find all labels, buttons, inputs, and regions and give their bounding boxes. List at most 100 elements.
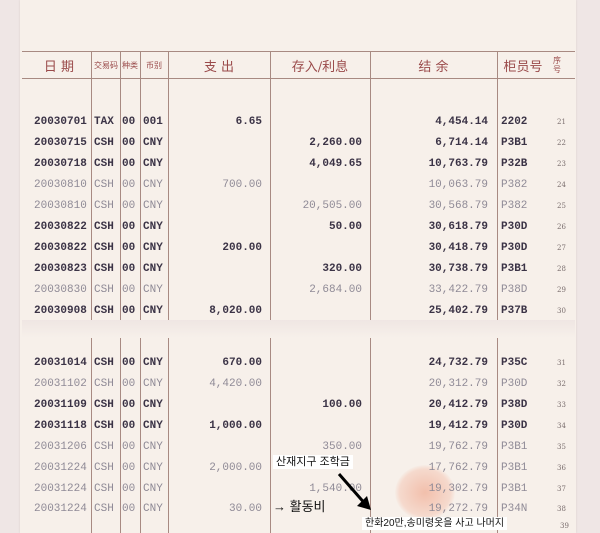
row-debit: 2,000.00 <box>209 462 262 474</box>
row-currency: CNY <box>143 263 163 275</box>
row-debit: 6.65 <box>235 116 262 128</box>
row-type: 00 <box>122 116 136 128</box>
bank-stamp <box>395 465 455 520</box>
row-date: 20030810 <box>34 179 87 191</box>
row-code: CSH <box>94 503 114 515</box>
row-seq: 32 <box>557 380 566 388</box>
row-seq: 38 <box>557 505 566 513</box>
row-seq: 31 <box>557 359 566 367</box>
row-balance: 19,272.79 <box>428 503 488 515</box>
table-row: 20030810 CSH 00 CNY 700.00 10,063.79 P382 <box>0 178 600 192</box>
row-teller: P30D <box>501 242 528 254</box>
row-date: 20030715 <box>34 137 87 149</box>
row-code: CSH <box>94 357 114 369</box>
row-balance: 6,714.14 <box>435 137 488 149</box>
table-row: 20030822 CSH 00 CNY 200.00 30,418.79 P30D <box>0 241 600 255</box>
row-type: 00 <box>122 305 136 317</box>
row-seq: 28 <box>557 265 566 273</box>
row-debit: 670.00 <box>222 357 262 369</box>
row-debit: 700.00 <box>222 179 262 191</box>
table-row: 20031206 CSH 00 CNY 350.00 19,762.79 P3B1 <box>0 440 600 454</box>
row-balance: 30,568.79 <box>428 200 488 212</box>
row-teller: P35C <box>501 357 528 369</box>
row-code: CSH <box>94 399 114 411</box>
row-currency: 001 <box>143 116 163 128</box>
row-date: 20030810 <box>34 200 87 212</box>
row-teller: P32B <box>501 158 528 170</box>
row-teller: P3B1 <box>501 137 528 149</box>
row-date: 20031109 <box>34 399 87 411</box>
row-currency: CNY <box>143 305 163 317</box>
row-currency: CNY <box>143 399 163 411</box>
row-date: 20031206 <box>34 441 87 453</box>
row-date: 20031224 <box>34 462 87 474</box>
row-seq: 30 <box>557 307 566 315</box>
row-type: 00 <box>122 441 136 453</box>
annotation-remainder: 한화20만,송미령옷을 사고 나머지 <box>362 517 508 530</box>
row-debit: 4,420.00 <box>209 378 262 390</box>
row-seq: 34 <box>557 422 566 430</box>
row-date: 20030823 <box>34 263 87 275</box>
column-divider <box>370 51 371 533</box>
table-row: 20030715 CSH 00 CNY 2,260.00 6,714.14 P3B1 <box>0 136 600 150</box>
table-row: 20031014 CSH 00 CNY 670.00 24,732.79 P35C <box>0 356 600 370</box>
row-code: CSH <box>94 420 114 432</box>
row-type: 00 <box>122 200 136 212</box>
row-seq: 22 <box>557 139 566 147</box>
header-date: 日 期 <box>43 59 75 75</box>
row-seq: 29 <box>557 286 566 294</box>
row-code: CSH <box>94 200 114 212</box>
row-credit: 20,505.00 <box>302 200 362 212</box>
column-divider <box>120 51 121 533</box>
row-teller: P34N <box>501 503 528 515</box>
row-balance: 19,412.79 <box>428 420 488 432</box>
row-teller: P382 <box>501 179 528 191</box>
page-fold <box>22 320 575 338</box>
row-seq: 24 <box>557 181 566 189</box>
row-type: 00 <box>122 179 136 191</box>
row-type: 00 <box>122 284 136 296</box>
row-seq: 35 <box>557 443 566 451</box>
row-currency: CNY <box>143 420 163 432</box>
row-balance: 19,762.79 <box>428 441 488 453</box>
header-code: 交易码 <box>94 60 118 70</box>
header-debit: 支 出 <box>203 59 235 75</box>
row-currency: CNY <box>143 357 163 369</box>
table-row: 20031224 CSH 00 CNY 30.00 19,272.79 P34N <box>0 502 600 516</box>
row-balance: 20,412.79 <box>428 399 488 411</box>
row-type: 00 <box>122 263 136 275</box>
table-row: 20031118 CSH 00 CNY 1,000.00 19,412.79 P30D <box>0 419 600 433</box>
row-date: 20031014 <box>34 357 87 369</box>
row-balance: 30,618.79 <box>428 221 488 233</box>
row-date: 20030822 <box>34 221 87 233</box>
row-teller: P382 <box>501 200 528 212</box>
column-divider <box>270 51 271 533</box>
row-balance: 20,312.79 <box>428 378 488 390</box>
row-credit: 2,684.00 <box>309 284 362 296</box>
row-credit: 2,260.00 <box>309 137 362 149</box>
column-divider <box>497 51 498 533</box>
row-currency: CNY <box>143 284 163 296</box>
table-row: 20031102 CSH 00 CNY 4,420.00 20,312.79 P30D <box>0 377 600 391</box>
row-type: 00 <box>122 462 136 474</box>
row-teller: P30D <box>501 378 528 390</box>
table-row: 20030701 TAX 00 001 6.65 4,454.14 2202 <box>0 115 600 129</box>
row-balance: 10,763.79 <box>428 158 488 170</box>
header-credit: 存入/利息 <box>291 59 349 75</box>
row-teller: P38D <box>501 399 528 411</box>
header-currency: 币别 <box>146 60 162 70</box>
table-row: 20031224 CSH 00 CNY 2,000.00 17,762.79 P3B1 <box>0 461 600 475</box>
row-code: CSH <box>94 483 114 495</box>
row-date: 20030908 <box>34 305 87 317</box>
row-seq: 33 <box>557 401 566 409</box>
annotation-activity: → 활동비 <box>273 499 326 514</box>
row-credit: 50.00 <box>328 221 362 233</box>
header-bottom-line <box>22 78 575 79</box>
row-balance: 4,454.14 <box>435 116 488 128</box>
row-code: CSH <box>94 305 114 317</box>
row-currency: CNY <box>143 462 163 474</box>
row-balance: 10,063.79 <box>428 179 488 191</box>
row-code: TAX <box>94 116 114 128</box>
table-row: 20030830 CSH 00 CNY 2,684.00 33,422.79 P38D <box>0 283 600 297</box>
row-debit: 200.00 <box>222 242 262 254</box>
